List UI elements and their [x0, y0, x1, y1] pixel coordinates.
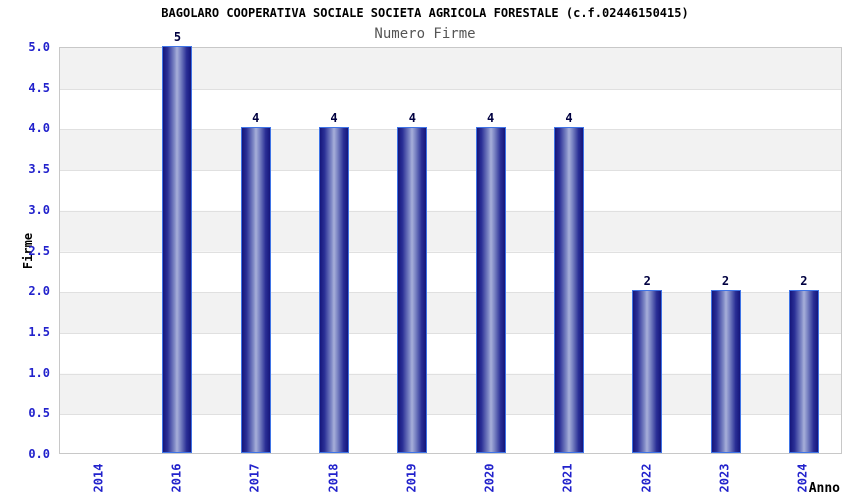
y-tick-2.5: 2.5 [28, 243, 50, 258]
x-tick-2019: 2019 [404, 463, 419, 493]
chart-title: BAGOLARO COOPERATIVA SOCIALE SOCIETA AGR… [161, 6, 689, 20]
bar-value-label-2020: 4 [487, 111, 495, 126]
bar-2024: 2 [788, 274, 819, 453]
x-tick-2018: 2018 [326, 463, 341, 493]
plot-area: 5 4 4 4 4 4 2 2 2 [59, 30, 842, 454]
chart-subtitle: Numero Firme [374, 26, 476, 42]
y-tick-0.5: 0.5 [28, 406, 50, 421]
bar-2023: 2 [710, 274, 741, 453]
x-tick-2014: 2014 [91, 463, 106, 493]
y-tick-1.0: 1.0 [28, 365, 50, 380]
gridline [60, 373, 841, 375]
x-tick-2022: 2022 [639, 463, 654, 493]
x-tick-2017: 2017 [247, 463, 262, 493]
x-tick-2016: 2016 [169, 463, 184, 493]
y-tick-4.0: 4.0 [28, 121, 50, 136]
gridline [60, 414, 841, 416]
y-tick-4.5: 4.5 [28, 80, 50, 95]
gridline [60, 129, 841, 131]
x-tick-2020: 2020 [482, 463, 497, 493]
y-tick-0.0: 0.0 [28, 447, 50, 461]
bar-2019: 4 [397, 111, 428, 453]
y-tick-2.0: 2.0 [28, 284, 50, 299]
y-tick-3.0: 3.0 [28, 202, 50, 217]
x-axis-label: Anno [808, 481, 840, 496]
bar-value-label-2018: 4 [330, 111, 338, 126]
bar-value-label-2019: 4 [408, 111, 416, 126]
bar-2017: 4 [240, 111, 271, 453]
bar-value-label-2017: 4 [252, 111, 260, 126]
bar-value-label-2021: 4 [565, 111, 573, 126]
bar-2020: 4 [475, 111, 506, 453]
x-tick-2021: 2021 [560, 463, 575, 493]
gridline [60, 210, 841, 212]
bar-value-label-2016: 5 [173, 30, 182, 44]
y-tick-3.5: 3.5 [28, 162, 50, 177]
bar-value-label-2023: 2 [721, 274, 730, 289]
bar-2022: 2 [632, 274, 663, 453]
bar-2016: 5 [162, 30, 193, 453]
gridline [60, 332, 841, 334]
y-tick-5.0: 5.0 [28, 40, 50, 54]
gridline [60, 292, 841, 294]
y-tick-1.5: 1.5 [28, 324, 50, 339]
x-tick-2023: 2023 [717, 463, 732, 493]
bar-2018: 4 [319, 111, 350, 453]
gridline [60, 251, 841, 253]
gridline [60, 88, 841, 90]
bar-value-label-2022: 2 [643, 274, 651, 289]
bar-2021: 4 [553, 111, 584, 453]
bar-value-label-2024: 2 [800, 274, 808, 289]
gridline [60, 170, 841, 172]
